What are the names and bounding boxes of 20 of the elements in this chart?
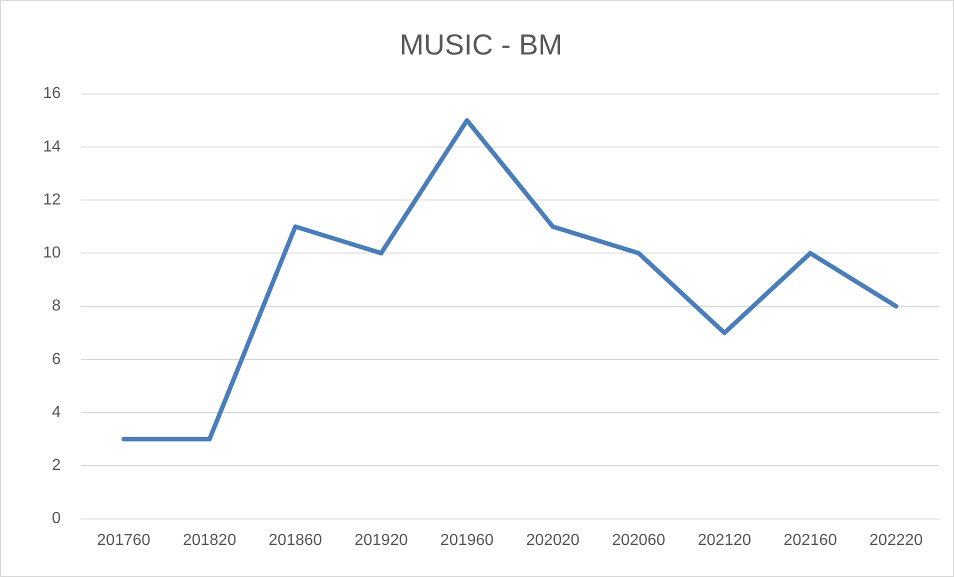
y-tick-label: 14 bbox=[43, 138, 61, 156]
x-tick-label: 201860 bbox=[268, 532, 322, 549]
x-tick-label: 201760 bbox=[97, 532, 151, 549]
y-tick-label: 12 bbox=[43, 191, 61, 208]
x-tick-label: 202120 bbox=[698, 532, 752, 549]
y-tick-label: 6 bbox=[52, 350, 61, 368]
x-tick-label: 201820 bbox=[182, 532, 236, 549]
y-tick-label: 0 bbox=[52, 510, 61, 528]
x-tick-label: 202220 bbox=[869, 532, 923, 549]
chart-title: MUSIC - BM bbox=[400, 29, 562, 62]
y-tick-label: 4 bbox=[52, 404, 61, 421]
y-tick-label: 2 bbox=[52, 457, 61, 474]
y-tick-label: 8 bbox=[52, 298, 61, 315]
x-tick-label: 202060 bbox=[612, 532, 666, 549]
x-tick-label: 202020 bbox=[526, 532, 580, 549]
x-tick-label: 201920 bbox=[354, 532, 408, 549]
y-tick-label: 16 bbox=[43, 85, 61, 102]
x-tick-label: 202160 bbox=[784, 532, 838, 549]
y-tick-label: 10 bbox=[43, 244, 61, 262]
x-tick-label: 201960 bbox=[440, 532, 494, 549]
